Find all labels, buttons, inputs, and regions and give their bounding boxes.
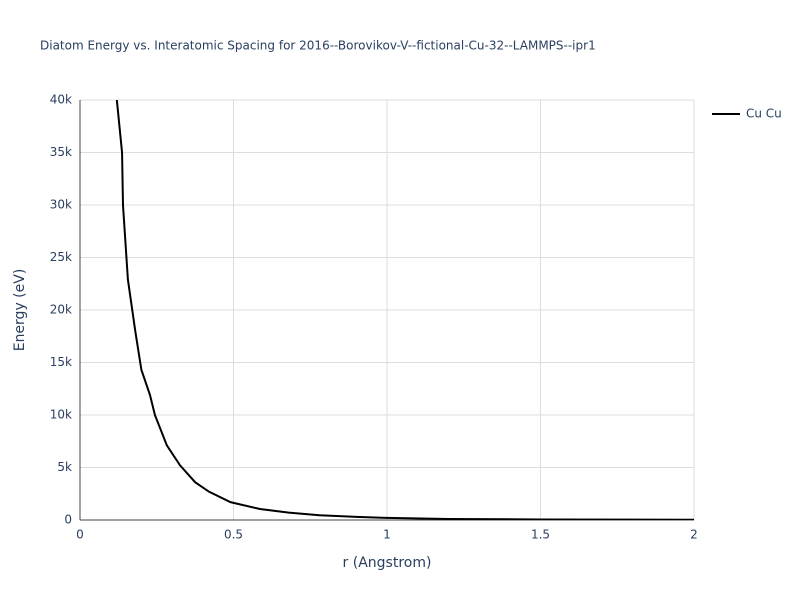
x-tick-label: 2 xyxy=(690,528,698,542)
y-tick-label: 10k xyxy=(50,408,72,422)
legend-label: Cu Cu xyxy=(746,107,782,121)
x-tick-label: 1 xyxy=(383,528,391,542)
y-tick-label: 35k xyxy=(50,145,72,159)
line-series xyxy=(115,100,694,520)
x-axis-label: r (Angstrom) xyxy=(343,555,432,571)
y-tick-label: 25k xyxy=(50,250,72,264)
y-tick-label: 20k xyxy=(50,303,72,317)
y-tick-label: 15k xyxy=(50,355,72,369)
x-tick-label: 0 xyxy=(76,528,84,542)
x-tick-label: 1.5 xyxy=(531,528,550,542)
y-tick-label: 0 xyxy=(64,513,72,527)
y-tick-label: 40k xyxy=(50,93,72,107)
chart-title: Diatom Energy vs. Interatomic Spacing fo… xyxy=(40,39,596,53)
y-tick-label: 30k xyxy=(50,198,72,212)
x-tick-label: 0.5 xyxy=(224,528,243,542)
y-axis-label: Energy (eV) xyxy=(12,269,28,352)
y-tick-label: 5k xyxy=(57,460,72,474)
